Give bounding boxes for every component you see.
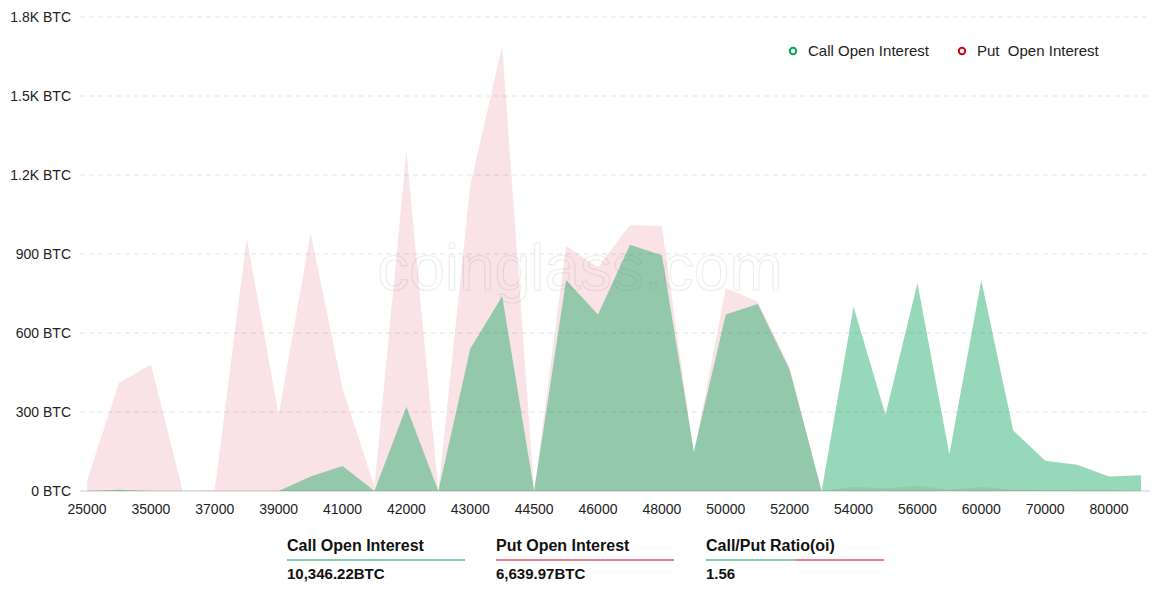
summary-value: 10,346.22BTC [287, 565, 385, 582]
x-tick-label: 43000 [451, 501, 490, 517]
x-tick-label: 41000 [323, 501, 362, 517]
x-tick-label: 54000 [834, 501, 873, 517]
y-tick-label: 1.5K BTC [10, 88, 71, 104]
grid-line [80, 175, 1150, 176]
x-tick-label: 39000 [259, 501, 298, 517]
summary-label: Call Open Interest [287, 537, 425, 554]
x-tick-label: 35000 [131, 501, 170, 517]
grid-line [80, 17, 1150, 18]
summary-label: Put Open Interest [496, 537, 630, 554]
summary-underline [496, 560, 674, 561]
x-tick-label: 48000 [642, 501, 681, 517]
y-tick-label: 1.2K BTC [10, 167, 71, 183]
legend-label: Call Open Interest [808, 42, 930, 59]
legend-label: Put Open Interest [977, 42, 1100, 59]
summary-underline [287, 560, 465, 561]
y-tick-label: 1.8K BTC [10, 9, 71, 25]
area-series [87, 46, 1141, 491]
y-tick-label: 0 BTC [31, 483, 71, 499]
y-tick-label: 600 BTC [16, 325, 71, 341]
summary-underline [795, 560, 884, 561]
x-tick-label: 42000 [387, 501, 426, 517]
x-tick-label: 70000 [1026, 501, 1065, 517]
summary-underline [706, 560, 795, 561]
x-tick-label: 80000 [1090, 501, 1129, 517]
x-tick-label: 25000 [68, 501, 107, 517]
plot-area [87, 46, 1141, 491]
summary-value: 1.56 [706, 565, 735, 582]
chart-root: 0 BTC 300 BTC 600 BTC 900 BTC 1.2K BTC 1.5K B… [0, 0, 1167, 594]
x-tick-label: 46000 [579, 501, 618, 517]
legend-marker [790, 48, 796, 54]
summary-value: 6,639.97BTC [496, 565, 585, 582]
summary-label: Call/Put Ratio(oi) [706, 537, 835, 554]
chart-svg: 0 BTC 300 BTC 600 BTC 900 BTC 1.2K BTC 1.5K B… [0, 0, 1167, 594]
y-tick-label: 300 BTC [16, 404, 71, 420]
area-series [87, 245, 1141, 491]
x-tick-label: 60000 [962, 501, 1001, 517]
x-tick-label: 37000 [195, 501, 234, 517]
x-tick-label: 50000 [706, 501, 745, 517]
y-tick-label: 900 BTC [16, 246, 71, 262]
x-tick-label: 56000 [898, 501, 937, 517]
x-tick-label: 44500 [515, 501, 554, 517]
legend-marker [959, 48, 965, 54]
grid-line [80, 96, 1150, 97]
x-tick-label: 52000 [770, 501, 809, 517]
